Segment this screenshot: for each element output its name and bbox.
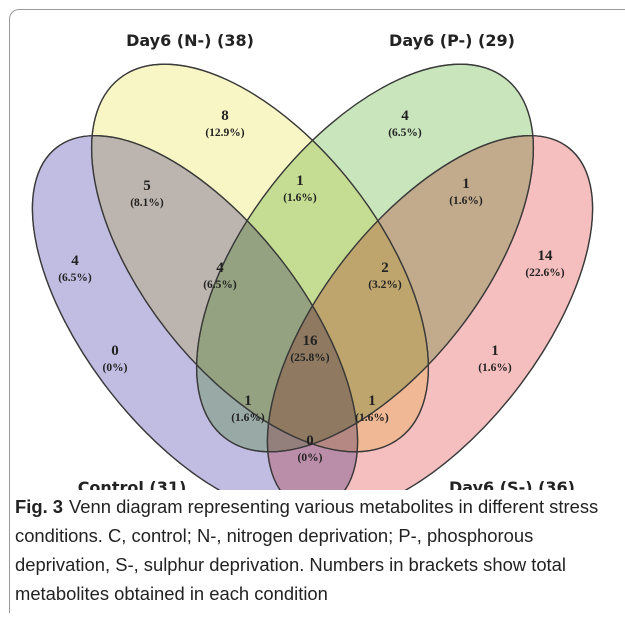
region-count: 2 xyxy=(381,260,389,276)
region-count: 0 xyxy=(306,433,314,449)
region-count: 4 xyxy=(216,260,224,276)
region-percent: (3.2%) xyxy=(368,279,402,291)
region-count: 1 xyxy=(296,173,304,189)
caption-text: Venn diagram representing various metabo… xyxy=(15,496,599,604)
set-label: Control (31) xyxy=(78,478,187,490)
venn-diagram: Day6 (N-) (38) Day6 (P-) (29) Control (3… xyxy=(31,31,594,490)
set-label: Day6 (S-) (36) xyxy=(449,478,575,490)
region-count: 16 xyxy=(303,333,319,349)
region-percent: (1.6%) xyxy=(231,412,265,424)
region-percent: (8.1%) xyxy=(130,197,164,209)
region-percent: (6.5%) xyxy=(203,279,237,291)
region-count: 1 xyxy=(462,176,470,192)
region-percent: (6.5%) xyxy=(58,272,92,284)
region-count: 8 xyxy=(221,108,229,124)
region-percent: (1.6%) xyxy=(449,195,483,207)
region-count: 1 xyxy=(368,393,376,409)
region-count: 1 xyxy=(491,343,499,359)
region-percent: (6.5%) xyxy=(388,127,422,139)
region-count: 4 xyxy=(401,108,409,124)
set-label: Day6 (P-) (29) xyxy=(389,31,515,50)
region-percent: (1.6%) xyxy=(355,412,389,424)
region-count: 4 xyxy=(71,253,79,269)
region-percent: (25.8%) xyxy=(290,352,329,364)
region-percent: (0%) xyxy=(103,362,128,374)
caption: Fig. 3 Venn diagram representing various … xyxy=(15,492,620,608)
region-count: 0 xyxy=(111,343,119,359)
region-count: 14 xyxy=(538,248,554,264)
caption-label: Fig. 3 xyxy=(15,496,64,517)
region-percent: (1.6%) xyxy=(478,362,512,374)
region-percent: (22.6%) xyxy=(525,267,564,279)
region-count: 5 xyxy=(143,178,151,194)
region-percent: (0%) xyxy=(298,452,323,464)
set-label: Day6 (N-) (38) xyxy=(126,31,254,50)
region-count: 1 xyxy=(244,393,252,409)
region-percent: (1.6%) xyxy=(283,192,317,204)
region-percent: (12.9%) xyxy=(205,127,244,139)
frame xyxy=(9,9,625,613)
